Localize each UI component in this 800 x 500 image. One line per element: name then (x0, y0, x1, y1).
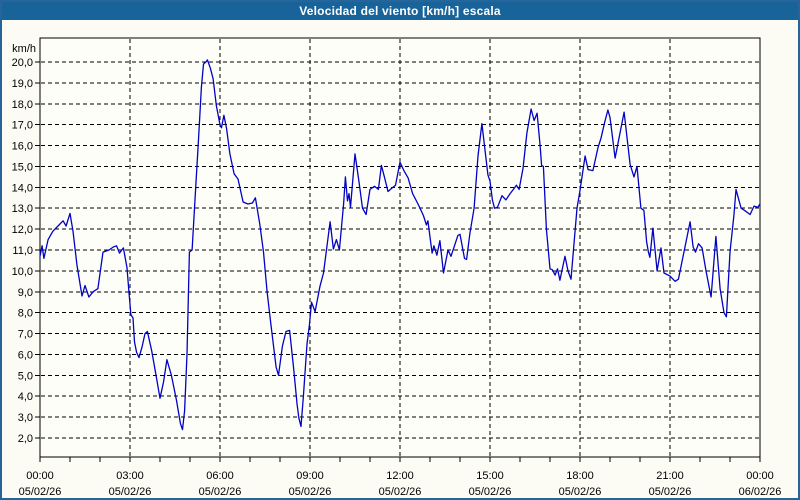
x-tick-time-label: 00:00 (26, 470, 54, 482)
x-tick-date-label: 05/02/26 (469, 486, 512, 498)
y-tick-label: 6,0 (18, 349, 33, 361)
x-tick-date-label: 05/02/26 (649, 486, 692, 498)
x-tick-time-label: 21:00 (656, 470, 684, 482)
x-tick-date-label: 05/02/26 (379, 486, 422, 498)
wind-speed-series-line (39, 59, 761, 431)
x-tick-time-label: 12:00 (386, 470, 414, 482)
y-tick-label: 18,0 (12, 99, 33, 111)
x-tick-date-label: 06/02/26 (739, 486, 782, 498)
x-tick-time-label: 18:00 (566, 470, 594, 482)
y-tick-label: 17,0 (12, 120, 33, 132)
x-tick-date-label: 05/02/26 (199, 486, 242, 498)
x-ticks (39, 457, 761, 462)
y-tick-label: 9,0 (18, 287, 33, 299)
chart-title: Velocidad del viento [km/h] escala (299, 4, 501, 18)
y-tick-label: 19,0 (12, 78, 33, 90)
y-tick-label: 8,0 (18, 308, 33, 320)
plot-frame (39, 37, 761, 458)
y-tick-label: 2,0 (18, 433, 33, 445)
y-tick-label: 20,0 (12, 57, 33, 69)
y-tick-label: 4,0 (18, 391, 33, 403)
x-tick-time-label: 00:00 (746, 470, 774, 482)
y-tick-label: 11,0 (12, 245, 33, 257)
y-tick-label: 3,0 (18, 412, 33, 424)
y-tick-label: 13,0 (12, 203, 33, 215)
chart-title-bar: Velocidad del viento [km/h] escala (2, 2, 798, 20)
x-tick-time-label: 03:00 (116, 470, 144, 482)
y-tick-label: 15,0 (12, 161, 33, 173)
y-tick-label: 10,0 (12, 266, 33, 278)
x-tick-date-label: 05/02/26 (289, 486, 332, 498)
y-tick-label: 12,0 (12, 224, 33, 236)
y-tick-label: 5,0 (18, 370, 33, 382)
x-tick-time-label: 15:00 (476, 470, 504, 482)
x-tick-date-label: 05/02/26 (559, 486, 602, 498)
y-tick-label: 16,0 (12, 141, 33, 153)
x-tick-date-label: 05/02/26 (19, 486, 62, 498)
x-tick-date-label: 05/02/26 (109, 486, 152, 498)
x-tick-time-label: 09:00 (296, 470, 324, 482)
y-tick-label: 7,0 (18, 329, 33, 341)
x-tick-time-label: 06:00 (206, 470, 234, 482)
x-axis-labels: 00:00 05/02/26 03:00 05/02/26 06:00 05/02/26 0… (19, 470, 782, 498)
chart-area: 2,0 3,0 4,0 5,0 6,0 7,0 8,0 9,0 10,0 11,0 12,0 13,0… (2, 20, 798, 498)
y-axis-unit-label: km/h (12, 43, 36, 55)
y-tick-label: 14,0 (12, 182, 33, 194)
wind-speed-line-chart: 2,0 3,0 4,0 5,0 6,0 7,0 8,0 9,0 10,0 11,0 12,0 13,0… (12, 37, 782, 498)
